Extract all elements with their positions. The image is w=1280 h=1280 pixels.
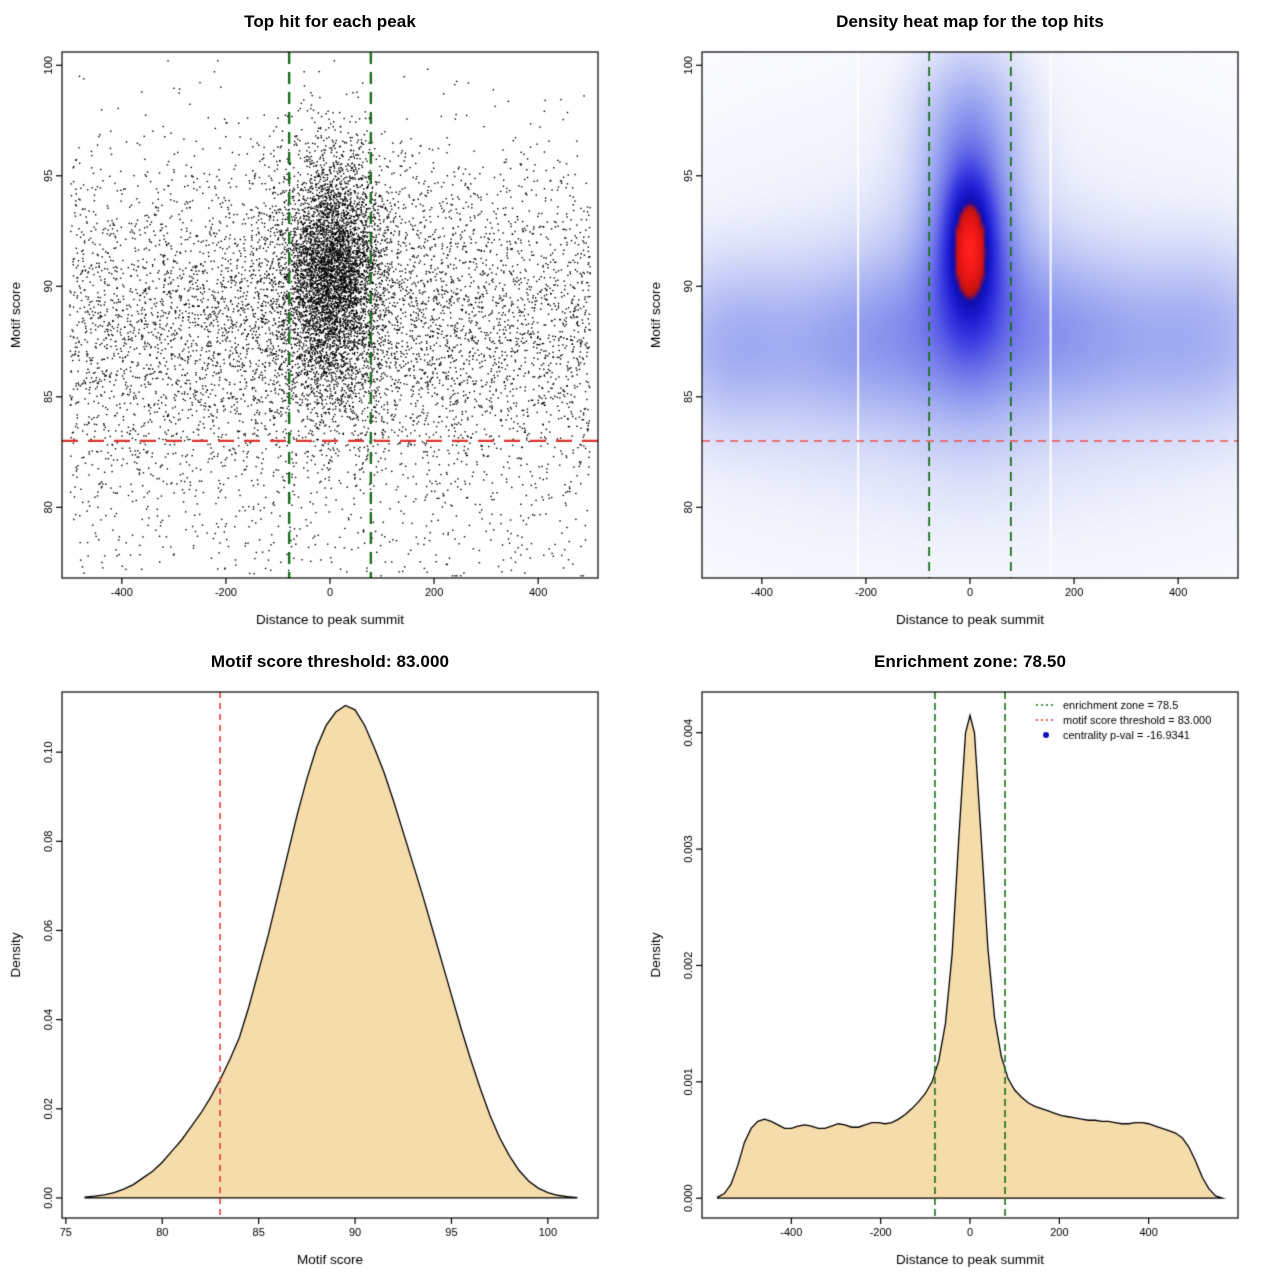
panel-distance-density: Enrichment zone: 78.50 bbox=[640, 640, 1280, 1280]
enrichment-zone-title: Enrichment zone: 78.50 bbox=[873, 652, 1067, 671]
panel-motif-score-density: Motif score threshold: 83.000 bbox=[0, 640, 640, 1280]
heatmap-plot-canvas bbox=[640, 44, 1280, 640]
scatter-title: Top hit for each peak bbox=[244, 12, 416, 31]
distance-density-canvas bbox=[640, 684, 1280, 1280]
score-density-title: Motif score threshold: 83.000 bbox=[210, 652, 450, 671]
panel-density-heatmap: Density heat map for the top hits bbox=[640, 0, 1280, 640]
score-density-canvas bbox=[0, 684, 640, 1280]
scatter-plot-canvas bbox=[0, 44, 640, 640]
heatmap-title: Density heat map for the top hits bbox=[836, 12, 1104, 31]
panel-top-hit-scatter: Top hit for each peak bbox=[0, 0, 640, 640]
